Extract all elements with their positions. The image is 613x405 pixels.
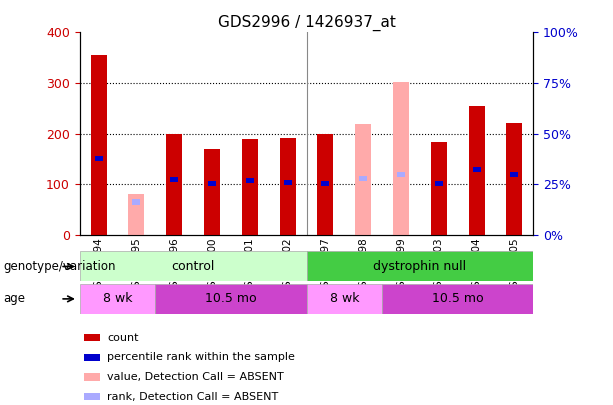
Bar bbox=[431, 142, 447, 235]
Bar bbox=[84, 334, 100, 341]
Bar bbox=[356, 124, 371, 235]
Bar bbox=[204, 149, 220, 235]
Bar bbox=[84, 354, 100, 361]
Bar bbox=[306, 284, 382, 314]
Text: age: age bbox=[3, 292, 25, 305]
Bar bbox=[321, 181, 329, 186]
Bar bbox=[284, 180, 292, 185]
Bar bbox=[393, 82, 409, 235]
Bar bbox=[469, 106, 484, 235]
Bar bbox=[132, 200, 140, 205]
Bar bbox=[80, 251, 306, 281]
Title: GDS2996 / 1426937_at: GDS2996 / 1426937_at bbox=[218, 15, 395, 31]
Text: dystrophin null: dystrophin null bbox=[373, 260, 466, 273]
Bar bbox=[397, 172, 405, 177]
Text: 10.5 mo: 10.5 mo bbox=[432, 292, 484, 305]
Bar bbox=[359, 176, 367, 181]
Bar bbox=[242, 139, 257, 235]
Text: 10.5 mo: 10.5 mo bbox=[205, 292, 257, 305]
Bar bbox=[155, 284, 306, 314]
Bar bbox=[246, 178, 254, 183]
Bar bbox=[208, 181, 216, 186]
Bar bbox=[506, 123, 522, 235]
Bar bbox=[170, 177, 178, 182]
Bar bbox=[84, 373, 100, 381]
Bar bbox=[280, 138, 295, 235]
Bar bbox=[511, 172, 519, 177]
Bar bbox=[91, 55, 107, 235]
Text: 8 wk: 8 wk bbox=[330, 292, 359, 305]
Bar bbox=[306, 251, 533, 281]
Text: count: count bbox=[107, 333, 139, 343]
Bar bbox=[84, 393, 100, 400]
Bar bbox=[435, 181, 443, 186]
Text: percentile rank within the sample: percentile rank within the sample bbox=[107, 352, 295, 362]
Text: genotype/variation: genotype/variation bbox=[3, 260, 116, 273]
Bar bbox=[318, 134, 333, 235]
Text: value, Detection Call = ABSENT: value, Detection Call = ABSENT bbox=[107, 372, 284, 382]
Bar bbox=[94, 156, 102, 162]
Bar bbox=[473, 166, 481, 172]
Bar bbox=[129, 194, 144, 235]
Text: rank, Detection Call = ABSENT: rank, Detection Call = ABSENT bbox=[107, 392, 278, 402]
Bar bbox=[80, 284, 155, 314]
Text: control: control bbox=[172, 260, 215, 273]
Bar bbox=[382, 284, 533, 314]
Bar bbox=[166, 134, 182, 235]
Text: 8 wk: 8 wk bbox=[103, 292, 132, 305]
